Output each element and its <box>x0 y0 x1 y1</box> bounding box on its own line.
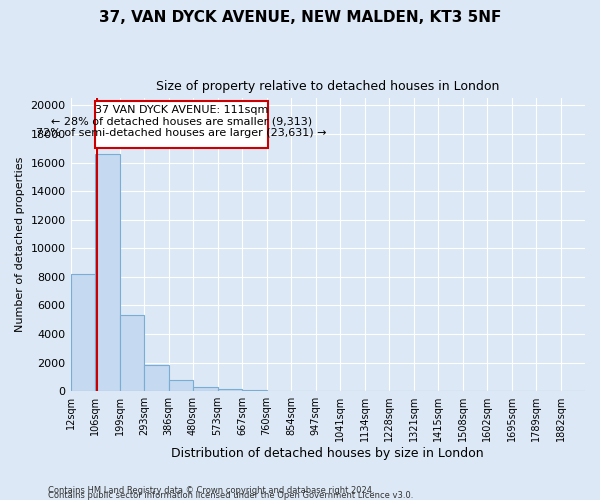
Text: ← 28% of detached houses are smaller (9,313): ← 28% of detached houses are smaller (9,… <box>51 117 312 127</box>
Bar <box>242 390 266 391</box>
Text: Contains public sector information licensed under the Open Government Licence v3: Contains public sector information licen… <box>48 491 413 500</box>
Bar <box>193 387 218 391</box>
Bar <box>119 316 144 391</box>
Text: 72% of semi-detached houses are larger (23,631) →: 72% of semi-detached houses are larger (… <box>36 128 326 138</box>
Bar <box>71 274 95 391</box>
Bar <box>218 389 242 391</box>
X-axis label: Distribution of detached houses by size in London: Distribution of detached houses by size … <box>172 447 484 460</box>
Text: Contains HM Land Registry data © Crown copyright and database right 2024.: Contains HM Land Registry data © Crown c… <box>48 486 374 495</box>
Bar <box>169 380 193 391</box>
Title: Size of property relative to detached houses in London: Size of property relative to detached ho… <box>156 80 499 93</box>
Text: 37 VAN DYCK AVENUE: 111sqm: 37 VAN DYCK AVENUE: 111sqm <box>95 106 268 116</box>
Y-axis label: Number of detached properties: Number of detached properties <box>15 157 25 332</box>
Bar <box>144 366 169 391</box>
Bar <box>95 154 119 391</box>
FancyBboxPatch shape <box>95 101 268 148</box>
Text: 37, VAN DYCK AVENUE, NEW MALDEN, KT3 5NF: 37, VAN DYCK AVENUE, NEW MALDEN, KT3 5NF <box>99 10 501 25</box>
